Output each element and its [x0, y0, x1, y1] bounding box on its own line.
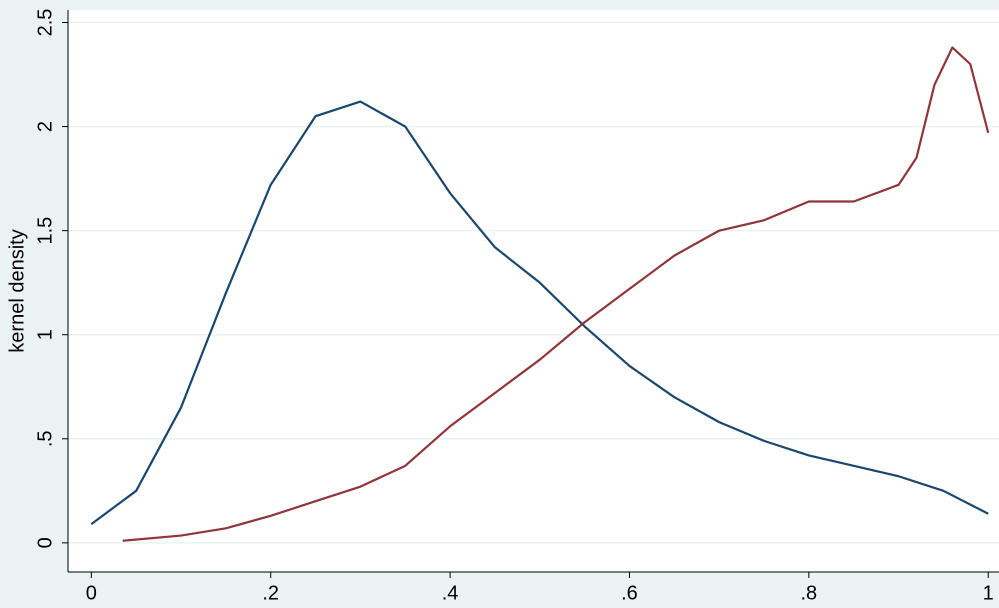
y-tick-label: 0: [34, 537, 56, 548]
y-tick-label: 2.5: [34, 9, 56, 37]
x-tick-label: 1: [983, 582, 994, 604]
x-tick-label: .6: [621, 582, 638, 604]
x-tick-label: .2: [262, 582, 279, 604]
y-tick-label: 1: [34, 329, 56, 340]
x-tick-label: 0: [86, 582, 97, 604]
density-line: [90, 100, 989, 526]
y-tick-label: 1.5: [34, 217, 56, 245]
density-line: [122, 46, 990, 542]
y-tick-label: .5: [34, 430, 56, 447]
x-tick-label: .4: [442, 582, 459, 604]
plot-area: [68, 10, 999, 572]
y-axis-title: kernel density: [6, 229, 28, 352]
x-tick-label: .8: [801, 582, 818, 604]
y-tick-label: 2: [34, 121, 56, 132]
